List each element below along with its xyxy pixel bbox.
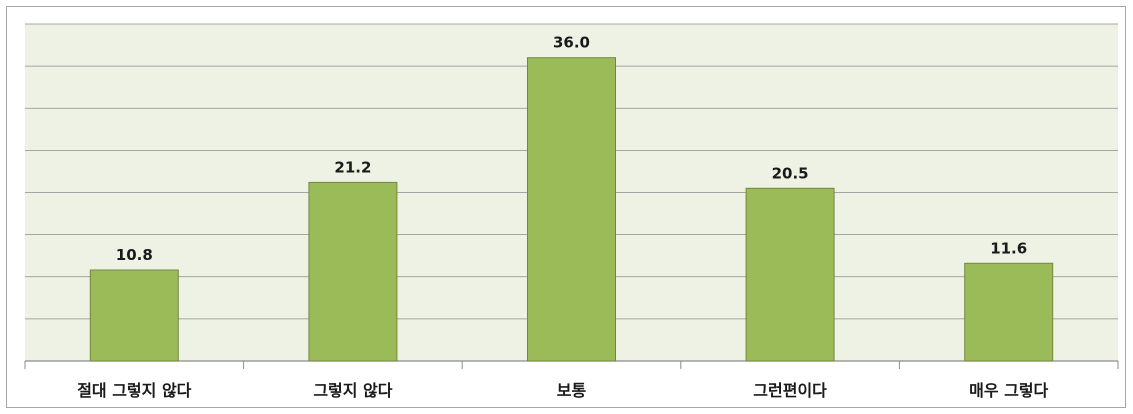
data-label: 21.2	[334, 158, 371, 176]
category-label: 매우 그렇다	[969, 381, 1048, 400]
data-label: 20.5	[772, 164, 809, 182]
category-labels: 절대 그렇지 않다 그렇지 않다 보통 그런편이다 매우 그렇다	[77, 381, 1048, 400]
category-label: 그렇지 않다	[313, 381, 392, 400]
bar	[308, 181, 398, 362]
bar	[89, 269, 179, 362]
bars	[89, 57, 1054, 362]
category-label: 그런편이다	[753, 381, 827, 400]
category-label: 절대 그렇지 않다	[77, 381, 191, 400]
category-label: 보통	[557, 381, 587, 400]
bar	[527, 57, 616, 362]
data-label: 36.0	[553, 34, 590, 52]
data-label: 11.6	[990, 239, 1027, 257]
x-axis	[24, 361, 1119, 369]
bar	[964, 262, 1054, 362]
bar	[745, 187, 835, 362]
data-label: 10.8	[116, 246, 153, 264]
data-labels: 10.8 21.2 36.0 20.5 11.6	[116, 34, 1027, 264]
